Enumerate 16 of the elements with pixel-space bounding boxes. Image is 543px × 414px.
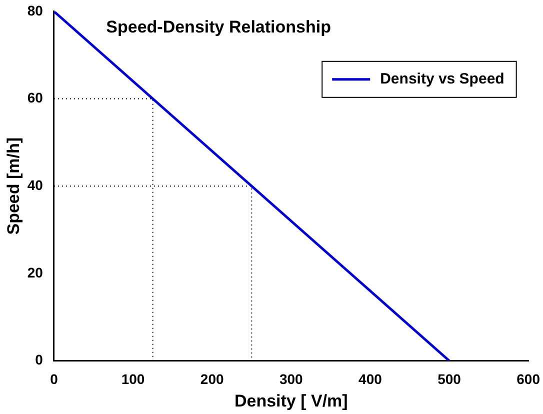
y-tick-label: 20 — [27, 264, 44, 280]
x-tick-label: 0 — [50, 371, 58, 388]
x-tick-label: 200 — [200, 371, 224, 388]
x-tick-label: 300 — [279, 371, 304, 388]
x-axis-title: Density [ V/m] — [234, 391, 348, 410]
x-tick-label: 400 — [358, 371, 382, 388]
legend-label: Density vs Speed — [380, 70, 504, 88]
chart-title: Speed-Density Relationship — [106, 18, 331, 37]
y-tick-label: 60 — [27, 90, 44, 106]
x-tick-label: 500 — [438, 371, 462, 388]
x-tick-label: 600 — [516, 371, 540, 388]
x-tick-label: 100 — [121, 371, 145, 388]
y-tick-label: 80 — [27, 2, 44, 18]
y-tick-label: 40 — [27, 176, 44, 193]
y-axis-title: Speed [m/h] — [4, 137, 23, 235]
y-tick-label: 0 — [35, 352, 44, 368]
